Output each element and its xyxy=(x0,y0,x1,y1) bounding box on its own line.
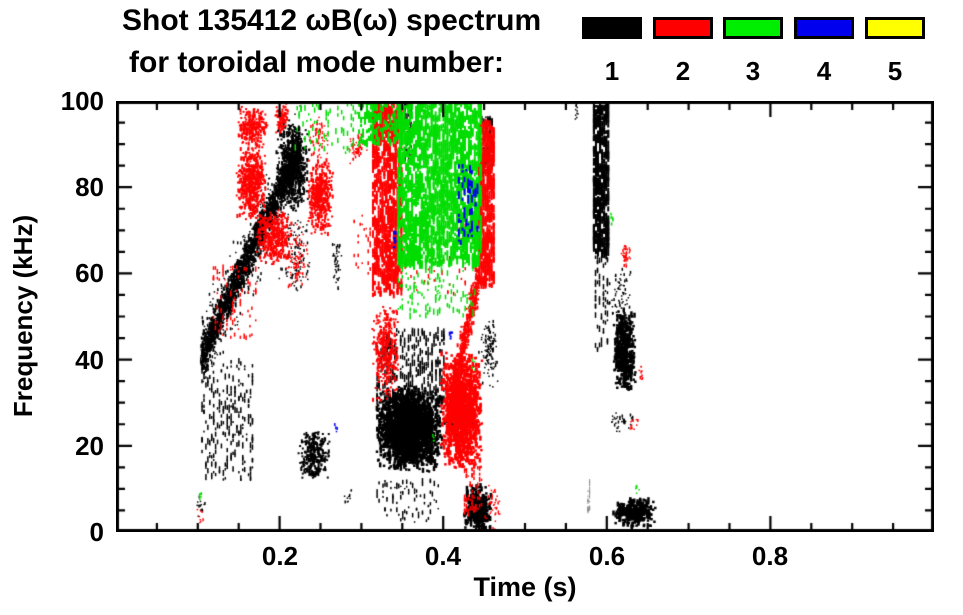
y-tick-label-60: 60 xyxy=(75,258,104,288)
x-axis-title: Time (s) xyxy=(473,572,577,602)
y-axis-title: Frequency (kHz) xyxy=(8,214,38,418)
x-tick-label-0.8: 0.8 xyxy=(751,541,789,571)
legend-swatch-mode4 xyxy=(794,17,854,39)
x-tick-label-0.6: 0.6 xyxy=(588,541,626,571)
x-tick-label-0.2: 0.2 xyxy=(261,541,299,571)
legend-swatch-mode3 xyxy=(723,17,783,39)
y-tick-label-20: 20 xyxy=(75,431,104,461)
chart-title-line1: Shot 135412 ωB(ω) spectrum xyxy=(122,4,542,37)
spectrum-scatter-canvas xyxy=(116,101,934,532)
legend-label-mode5: 5 xyxy=(887,56,903,86)
y-tick-label-0: 0 xyxy=(89,517,104,547)
y-tick-label-80: 80 xyxy=(75,172,104,202)
legend-label-mode3: 3 xyxy=(745,56,761,86)
y-tick-label-100: 100 xyxy=(60,86,104,116)
chart-title-line2: for toroidal mode number: xyxy=(129,46,504,79)
legend-label-mode1: 1 xyxy=(604,56,620,86)
x-tick-label-0.4: 0.4 xyxy=(424,541,462,571)
y-tick-label-40: 40 xyxy=(75,345,104,375)
legend-swatch-mode5 xyxy=(865,17,925,39)
legend-swatch-mode1 xyxy=(582,17,642,39)
plot-area xyxy=(116,101,934,532)
legend-label-mode4: 4 xyxy=(816,56,832,86)
legend-label-mode2: 2 xyxy=(675,56,691,86)
legend-swatch-mode2 xyxy=(653,17,713,39)
